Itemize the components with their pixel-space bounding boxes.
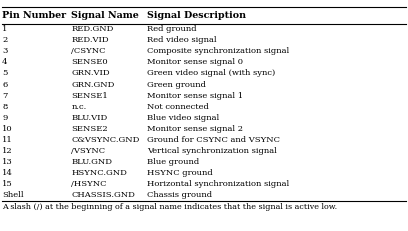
Text: HSYNC.GND: HSYNC.GND [71,169,127,177]
Text: Red ground: Red ground [147,25,197,33]
Text: 2: 2 [2,36,7,44]
Text: /VSYNC: /VSYNC [71,147,106,155]
Text: C&VSYNC.GND: C&VSYNC.GND [71,136,140,144]
Text: SENSE1: SENSE1 [71,92,108,100]
Text: 12: 12 [2,147,13,155]
Text: 14: 14 [2,169,13,177]
Text: Ground for CSYNC and VSYNC: Ground for CSYNC and VSYNC [147,136,280,144]
Text: Green ground: Green ground [147,81,206,88]
Text: Chassis ground: Chassis ground [147,191,212,199]
Text: 13: 13 [2,158,13,166]
Text: Monitor sense signal 2: Monitor sense signal 2 [147,125,243,133]
Text: 15: 15 [2,180,13,188]
Text: Blue video signal: Blue video signal [147,114,219,122]
Text: Green video signal (with sync): Green video signal (with sync) [147,70,275,77]
Text: 1: 1 [2,25,7,33]
Text: Signal Description: Signal Description [147,11,246,20]
Text: A slash (/) at the beginning of a signal name indicates that the signal is activ: A slash (/) at the beginning of a signal… [2,203,337,211]
Text: Monitor sense signal 0: Monitor sense signal 0 [147,58,243,66]
Text: HSYNC ground: HSYNC ground [147,169,213,177]
Text: 11: 11 [2,136,13,144]
Text: /CSYNC: /CSYNC [71,47,106,55]
Text: 8: 8 [2,103,7,111]
Text: Horizontal synchronization signal: Horizontal synchronization signal [147,180,289,188]
Text: 10: 10 [2,125,13,133]
Text: 9: 9 [2,114,7,122]
Text: Composite synchronization signal: Composite synchronization signal [147,47,289,55]
Text: SENSE0: SENSE0 [71,58,108,66]
Text: Not connected: Not connected [147,103,209,111]
Text: GRN.GND: GRN.GND [71,81,115,88]
Text: 5: 5 [2,70,7,77]
Text: RED.GND: RED.GND [71,25,114,33]
Text: BLU.VID: BLU.VID [71,114,108,122]
Text: n.c.: n.c. [71,103,86,111]
Text: RED.VID: RED.VID [71,36,109,44]
Text: 7: 7 [2,92,7,100]
Text: Monitor sense signal 1: Monitor sense signal 1 [147,92,243,100]
Text: Shell: Shell [2,191,24,199]
Text: Pin Number: Pin Number [2,11,66,20]
Text: /HSYNC: /HSYNC [71,180,107,188]
Text: SENSE2: SENSE2 [71,125,108,133]
Text: Vertical synchronization signal: Vertical synchronization signal [147,147,277,155]
Text: CHASSIS.GND: CHASSIS.GND [71,191,135,199]
Text: GRN.VID: GRN.VID [71,70,110,77]
Text: Red video signal: Red video signal [147,36,217,44]
Text: 3: 3 [2,47,7,55]
Text: 6: 6 [2,81,7,88]
Text: Signal Name: Signal Name [71,11,139,20]
Text: Blue ground: Blue ground [147,158,199,166]
Text: BLU.GND: BLU.GND [71,158,112,166]
Text: 4: 4 [2,58,7,66]
